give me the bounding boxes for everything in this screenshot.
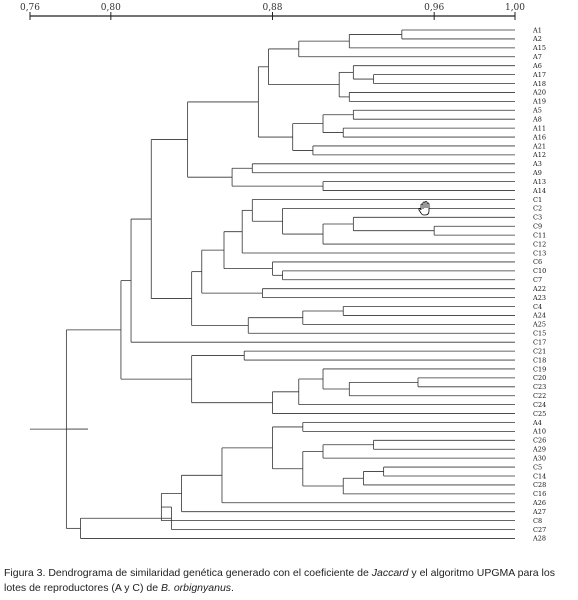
leaf-label: A1 <box>532 26 542 34</box>
leaf-label: A21 <box>532 142 546 150</box>
leaf-labels: A1A2A15A7A6A17A18A20A19A5A8A11A16A21A12A… <box>532 26 546 542</box>
leaf-label: A15 <box>532 44 546 52</box>
leaf-label: C10 <box>533 267 546 275</box>
hand-cursor-icon <box>418 201 430 216</box>
leaf-label: C27 <box>533 526 546 534</box>
similarity-axis: 0,76 0,80 0,88 0,96 1,00 <box>20 3 525 20</box>
leaf-label: A28 <box>532 535 546 543</box>
leaf-label: C26 <box>533 437 546 445</box>
leaf-label: C6 <box>533 258 542 266</box>
leaf-label: C28 <box>533 481 546 489</box>
leaf-label: A6 <box>532 62 542 70</box>
leaf-label: C11 <box>533 231 546 239</box>
leaf-label: A12 <box>532 151 546 159</box>
leaf-label: C24 <box>533 401 546 409</box>
leaf-label: C19 <box>533 365 546 373</box>
leaf-label: C7 <box>533 276 542 284</box>
leaf-label: A18 <box>532 80 546 88</box>
leaf-label: A14 <box>532 187 546 195</box>
leaf-label: C21 <box>533 347 546 355</box>
leaf-label: C1 <box>533 196 542 204</box>
leaf-label: A11 <box>532 124 546 132</box>
leaf-label: A27 <box>532 508 546 516</box>
caption-species-name: B. orbignyanus <box>161 582 232 594</box>
leaf-label: C18 <box>533 356 546 364</box>
leaf-label: A24 <box>532 312 546 320</box>
leaf-label: C23 <box>533 383 546 391</box>
leaf-label: C13 <box>533 249 546 257</box>
leaf-label: C16 <box>533 490 546 498</box>
leaf-label: A17 <box>532 71 546 79</box>
leaf-label: A9 <box>532 169 542 177</box>
leaf-label: A19 <box>532 98 546 106</box>
leaf-label: A26 <box>532 499 546 507</box>
axis-tick-label: 0,96 <box>424 3 444 13</box>
leaf-label: A7 <box>532 53 542 61</box>
leaf-label: A23 <box>532 294 546 302</box>
leaf-label: C15 <box>533 330 546 338</box>
leaf-label: A25 <box>532 321 546 329</box>
leaf-label: A10 <box>532 428 546 436</box>
axis-tick-label: 0,76 <box>20 3 40 13</box>
caption-lead: Figura 3. Dendrograma de similaridad gen… <box>4 567 372 579</box>
axis-tick-label: 0,80 <box>101 3 121 13</box>
leaf-label: C4 <box>533 303 542 311</box>
leaf-label: A2 <box>532 35 542 43</box>
leaf-label: A16 <box>532 133 546 141</box>
axis-tick-label: 1,00 <box>505 3 525 13</box>
axis-tick-label: 0,88 <box>262 3 282 13</box>
caption-end: . <box>231 582 234 594</box>
leaf-label: A13 <box>532 178 546 186</box>
leaf-label: C2 <box>533 205 542 213</box>
leaf-label: C12 <box>533 240 546 248</box>
leaf-label: A5 <box>532 107 542 115</box>
leaf-label: C25 <box>533 410 546 418</box>
leaf-label: A20 <box>532 89 546 97</box>
caption-middle: y el algoritmo UPGMA para los lotes de r… <box>4 567 555 594</box>
leaf-label: C5 <box>533 463 542 471</box>
leaf-label: A30 <box>532 454 546 462</box>
figure-caption: Figura 3. Dendrograma de similaridad gen… <box>4 566 576 596</box>
leaf-label: C22 <box>533 392 546 400</box>
caption-coefficient-name: Jaccard <box>371 567 409 579</box>
leaf-label: C9 <box>533 223 542 231</box>
leaf-label: A8 <box>532 116 542 124</box>
leaf-label: A4 <box>532 419 542 427</box>
dendrogram-branches <box>30 29 515 539</box>
leaf-label: A29 <box>532 446 546 454</box>
leaf-label: C8 <box>533 517 542 525</box>
leaf-label: C3 <box>533 214 542 222</box>
leaf-label: A22 <box>532 285 546 293</box>
leaf-label: C20 <box>533 374 546 382</box>
leaf-label: C17 <box>533 339 546 347</box>
leaf-label: C14 <box>533 472 546 480</box>
leaf-label: A3 <box>532 160 542 168</box>
